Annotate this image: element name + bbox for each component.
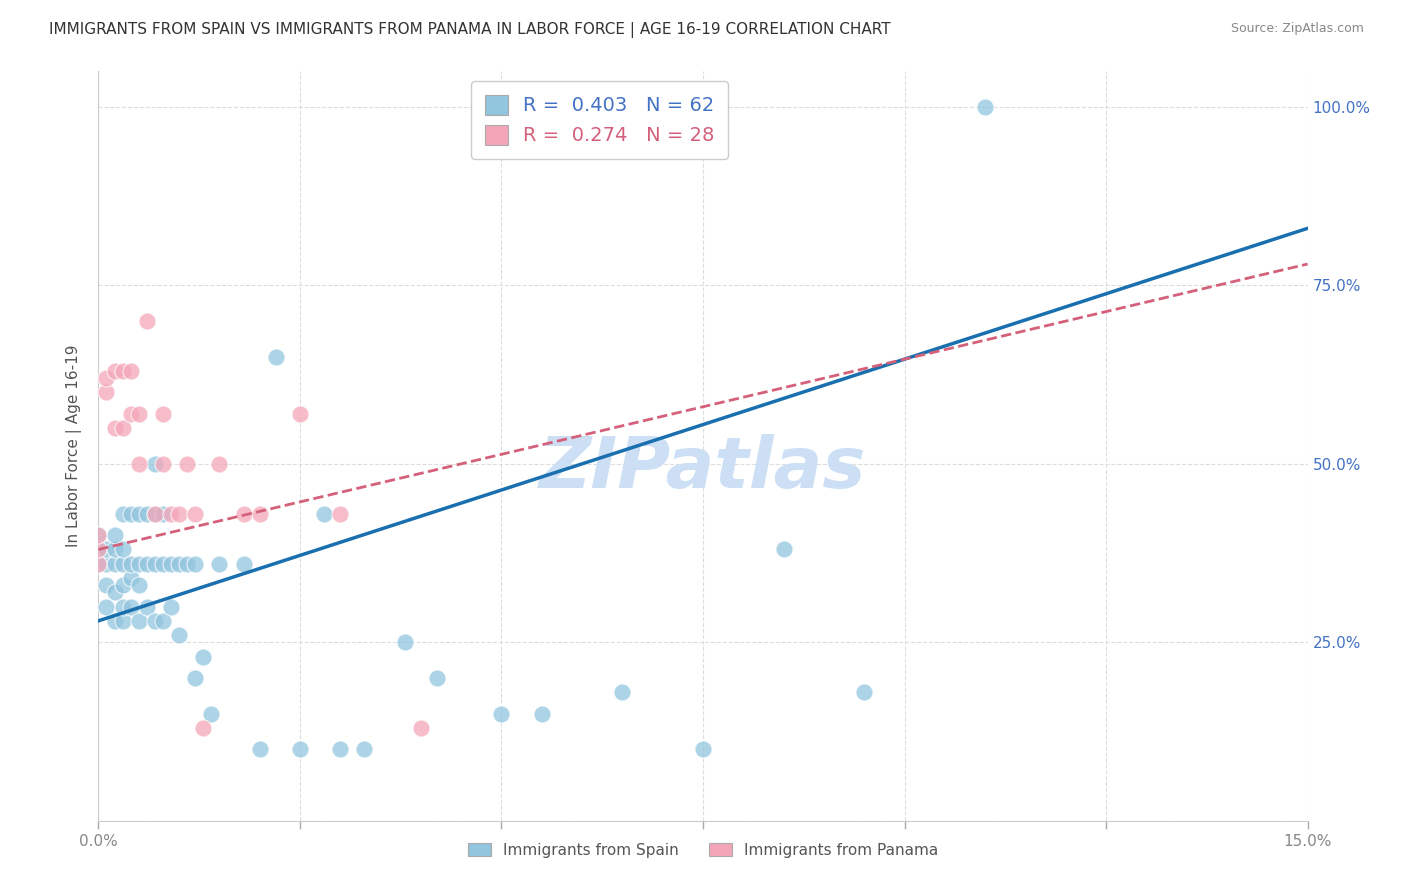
Point: [193, 649, 215, 664]
Point: [103, 557, 125, 571]
Point: [772, 542, 794, 557]
Point: [152, 614, 174, 628]
Point: [128, 457, 150, 471]
Point: [160, 557, 183, 571]
Point: [120, 599, 142, 614]
Point: [853, 685, 876, 699]
Point: [208, 557, 231, 571]
Point: [120, 557, 142, 571]
Point: [143, 457, 166, 471]
Point: [87, 528, 110, 542]
Point: [426, 671, 449, 685]
Point: [87, 557, 110, 571]
Point: [128, 578, 150, 592]
Point: [184, 671, 207, 685]
Point: [329, 742, 352, 756]
Point: [143, 614, 166, 628]
Point: [288, 742, 311, 756]
Point: [111, 578, 134, 592]
Point: [409, 721, 432, 735]
Point: [111, 421, 134, 435]
Point: [128, 507, 150, 521]
Point: [491, 706, 513, 721]
Point: [103, 585, 125, 599]
Point: [96, 542, 118, 557]
Point: [152, 407, 174, 421]
Point: [128, 614, 150, 628]
Point: [160, 599, 183, 614]
Text: ZIPatlas: ZIPatlas: [540, 434, 866, 503]
Point: [184, 507, 207, 521]
Point: [152, 507, 174, 521]
Point: [249, 742, 271, 756]
Point: [96, 599, 118, 614]
Point: [232, 557, 254, 571]
Point: [87, 542, 110, 557]
Point: [167, 628, 190, 642]
Point: [128, 407, 150, 421]
Point: [184, 557, 207, 571]
Point: [135, 599, 157, 614]
Point: [530, 706, 553, 721]
Point: [152, 557, 174, 571]
Point: [135, 507, 157, 521]
Point: [111, 557, 134, 571]
Point: [167, 507, 190, 521]
Point: [974, 100, 997, 114]
Point: [160, 507, 183, 521]
Point: [128, 557, 150, 571]
Point: [143, 507, 166, 521]
Point: [143, 557, 166, 571]
Point: [111, 599, 134, 614]
Point: [111, 614, 134, 628]
Point: [249, 507, 271, 521]
Point: [314, 507, 336, 521]
Point: [96, 385, 118, 400]
Point: [120, 364, 142, 378]
Point: [103, 421, 125, 435]
Point: [394, 635, 416, 649]
Point: [200, 706, 222, 721]
Point: [111, 542, 134, 557]
Point: [612, 685, 634, 699]
Point: [208, 457, 231, 471]
Point: [135, 557, 157, 571]
Point: [692, 742, 714, 756]
Point: [135, 314, 157, 328]
Point: [96, 557, 118, 571]
Point: [87, 557, 110, 571]
Point: [96, 578, 118, 592]
Point: [103, 364, 125, 378]
Point: [167, 557, 190, 571]
Point: [193, 721, 215, 735]
Y-axis label: In Labor Force | Age 16-19: In Labor Force | Age 16-19: [66, 344, 83, 548]
Point: [111, 364, 134, 378]
Point: [353, 742, 375, 756]
Point: [87, 528, 110, 542]
Point: [176, 457, 198, 471]
Point: [288, 407, 311, 421]
Legend: Immigrants from Spain, Immigrants from Panama: Immigrants from Spain, Immigrants from P…: [460, 835, 946, 865]
Point: [103, 528, 125, 542]
Point: [232, 507, 254, 521]
Point: [176, 557, 198, 571]
Point: [87, 542, 110, 557]
Text: IMMIGRANTS FROM SPAIN VS IMMIGRANTS FROM PANAMA IN LABOR FORCE | AGE 16-19 CORRE: IMMIGRANTS FROM SPAIN VS IMMIGRANTS FROM…: [49, 22, 891, 38]
Point: [143, 507, 166, 521]
Text: Source: ZipAtlas.com: Source: ZipAtlas.com: [1230, 22, 1364, 36]
Point: [103, 542, 125, 557]
Point: [96, 371, 118, 385]
Point: [120, 407, 142, 421]
Point: [264, 350, 287, 364]
Point: [329, 507, 352, 521]
Point: [120, 571, 142, 585]
Point: [120, 507, 142, 521]
Point: [111, 507, 134, 521]
Point: [152, 457, 174, 471]
Point: [103, 614, 125, 628]
